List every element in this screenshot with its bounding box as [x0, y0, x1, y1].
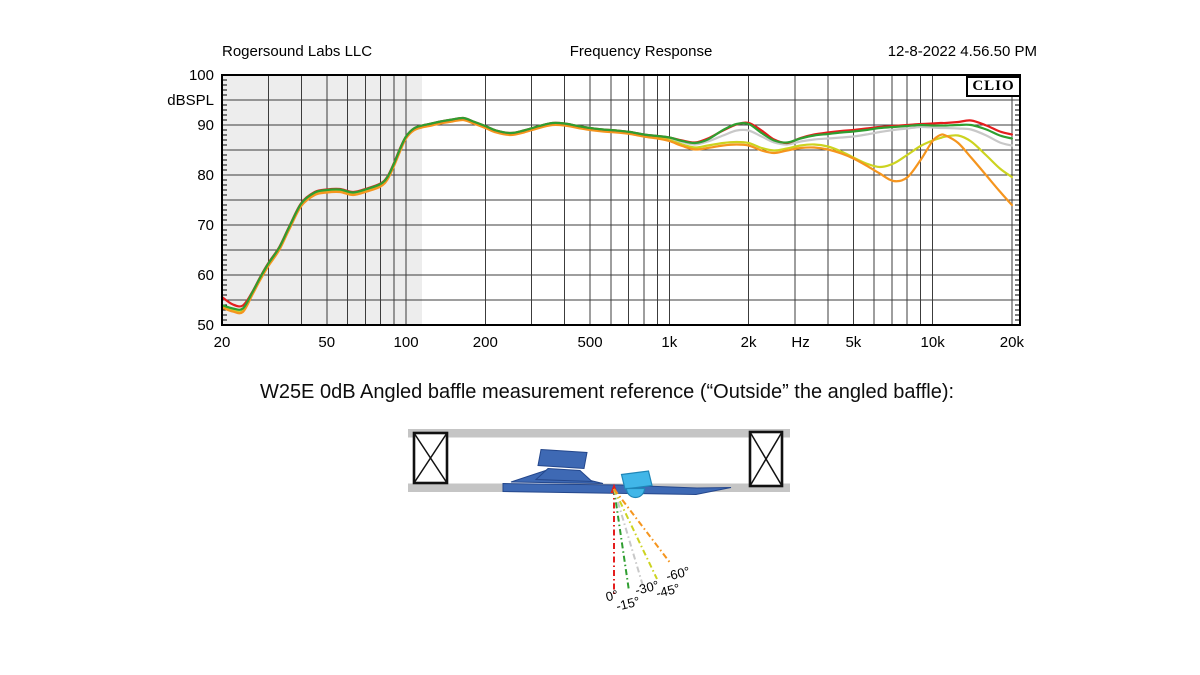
- y-tick-label: 80: [197, 167, 214, 184]
- right-stud-section: [748, 430, 784, 488]
- y-axis-unit-label: dBSPL: [167, 92, 214, 109]
- measurement-angle-fan: 0°-15°-30°-45°-60°: [604, 488, 691, 614]
- y-tick-label: 100: [189, 67, 214, 84]
- angle-line-3: [613, 488, 658, 580]
- grid: [222, 75, 1020, 325]
- x-tick-label: 2k: [741, 334, 757, 351]
- x-tick-label: 1k: [661, 334, 677, 351]
- baffle-diagram: 0°-15°-30°-45°-60°: [408, 429, 790, 614]
- company-name: Rogersound Labs LLC: [222, 43, 373, 60]
- tweeter-body: [620, 470, 653, 490]
- curve-series-4: [220, 118, 1013, 315]
- y-tick-label: 60: [197, 267, 214, 284]
- x-tick-label: Hz: [791, 334, 809, 351]
- angle-label-2: -30°: [633, 577, 660, 597]
- plot-border: [221, 74, 1021, 326]
- top-rail: [408, 429, 790, 438]
- y-tick-label: 90: [197, 117, 214, 134]
- x-tick-label: 50: [318, 334, 335, 351]
- woofer-magnet: [537, 448, 588, 470]
- x-tick-label: 5k: [845, 334, 861, 351]
- angle-line-2: [613, 488, 644, 587]
- left-stud-section: [412, 431, 449, 485]
- angle-label-1: -15°: [614, 593, 641, 613]
- measurement-timestamp: 12-8-2022 4.56.50 PM: [887, 43, 1037, 60]
- angle-label-0: 0°: [604, 587, 620, 605]
- tweeter: [620, 470, 653, 499]
- x-tick-label: 200: [473, 334, 498, 351]
- diagram-caption: W25E 0dB Angled baffle measurement refer…: [259, 381, 955, 403]
- angled-baffle-board: [502, 482, 732, 496]
- clio-logo: CLIO: [966, 76, 1021, 97]
- angle-line-1: [613, 488, 630, 592]
- chart-title: Frequency Response: [569, 43, 713, 60]
- x-tick-label: 20: [214, 334, 231, 351]
- series-curves: [220, 116, 1013, 315]
- angle-line-4: [613, 488, 672, 565]
- woofer-frame: [534, 467, 594, 483]
- x-tick-label: 20k: [1000, 334, 1025, 351]
- x-tick-label: 500: [578, 334, 603, 351]
- curve-series-1: [220, 116, 1013, 311]
- x-tick-label: 100: [394, 334, 419, 351]
- woofer-assembly: [502, 448, 732, 496]
- x-tick-label: 10k: [921, 334, 946, 351]
- tweeter-dome: [625, 487, 646, 499]
- y-tick-label: 50: [197, 317, 214, 334]
- angle-label-3: -45°: [654, 580, 681, 600]
- y-tick-label: 70: [197, 217, 214, 234]
- angle-label-4: -60°: [664, 563, 691, 583]
